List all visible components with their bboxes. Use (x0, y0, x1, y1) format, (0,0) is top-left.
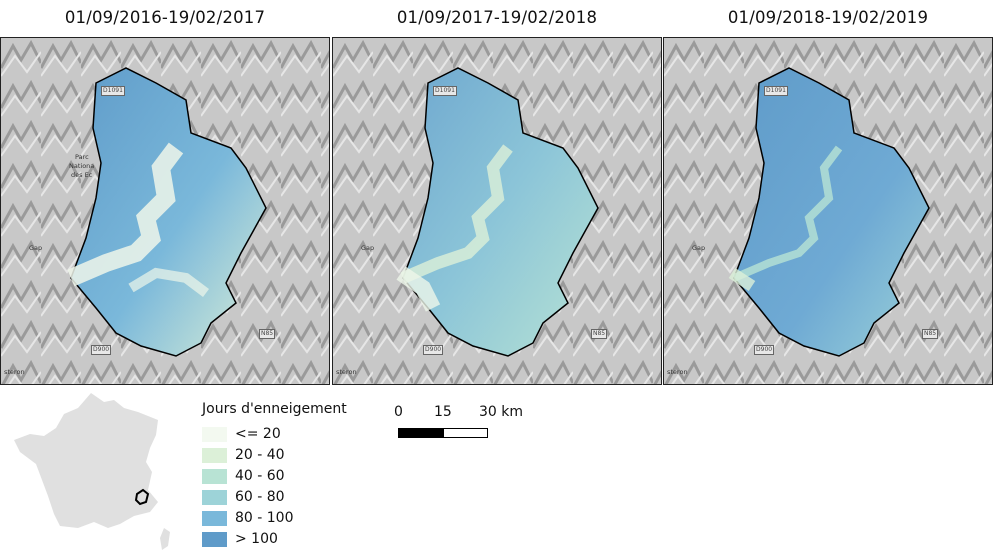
road-d1091-1: D1091 (101, 86, 125, 96)
legend-label: 20 - 40 (235, 447, 285, 463)
road-n85-1: N85 (259, 329, 276, 339)
road-n85-3: N85 (922, 329, 939, 339)
map-panel-1: Gap steron D1091 D900 N85 Parc Nationa d… (0, 37, 330, 385)
road-d900-1: D900 (91, 345, 112, 355)
map-panel-2: Gap steron D1091 D900 N85 (332, 37, 662, 385)
label-gap-3: Gap (692, 244, 706, 252)
legend-label: <= 20 (235, 426, 281, 442)
france-inset-map (8, 390, 178, 552)
scale-bar (398, 428, 488, 438)
label-park-1b: Nationa (69, 162, 95, 170)
scale-label-30: 30 km (479, 404, 524, 420)
legend-swatch (202, 489, 227, 505)
legend-label: 80 - 100 (235, 510, 294, 526)
road-n85-2: N85 (591, 329, 608, 339)
road-d900-2: D900 (423, 345, 444, 355)
scale-label-0: 0 (394, 404, 403, 420)
legend-label: 40 - 60 (235, 468, 285, 484)
label-sisteron-3: steron (667, 368, 688, 376)
panel-title-1: 01/09/2016-19/02/2017 (64, 8, 266, 27)
legend-title: Jours d'enneigement (202, 401, 347, 417)
map-panel-3: Gap steron D1091 D900 N85 (663, 37, 993, 385)
relief-map-1 (1, 38, 329, 384)
legend-item: 60 - 80 (202, 489, 285, 505)
legend-swatch (202, 426, 227, 442)
panel-title-2: 01/09/2017-19/02/2018 (396, 8, 598, 27)
legend-item: 80 - 100 (202, 510, 294, 526)
legend-item: > 100 (202, 531, 278, 547)
label-sisteron-2: steron (336, 368, 357, 376)
legend-swatch (202, 510, 227, 526)
road-d900-3: D900 (754, 345, 775, 355)
label-park-1a: Parc (75, 153, 89, 161)
legend-swatch (202, 468, 227, 484)
legend-label: 60 - 80 (235, 489, 285, 505)
relief-map-3 (664, 38, 992, 384)
france-outline (14, 393, 170, 550)
road-d1091-2: D1091 (433, 86, 457, 96)
legend-item: 40 - 60 (202, 468, 285, 484)
panel-title-3: 01/09/2018-19/02/2019 (727, 8, 929, 27)
road-d1091-3: D1091 (764, 86, 788, 96)
legend-item: 20 - 40 (202, 447, 285, 463)
label-park-1c: des Ec (71, 171, 93, 179)
legend-label: > 100 (235, 531, 278, 547)
legend-swatch (202, 447, 227, 463)
relief-map-2 (333, 38, 661, 384)
label-gap-1: Gap (29, 244, 43, 252)
label-sisteron-1: steron (4, 368, 25, 376)
legend-swatch (202, 531, 227, 547)
scale-label-15: 15 (434, 404, 452, 420)
legend-item: <= 20 (202, 426, 281, 442)
label-gap-2: Gap (361, 244, 375, 252)
